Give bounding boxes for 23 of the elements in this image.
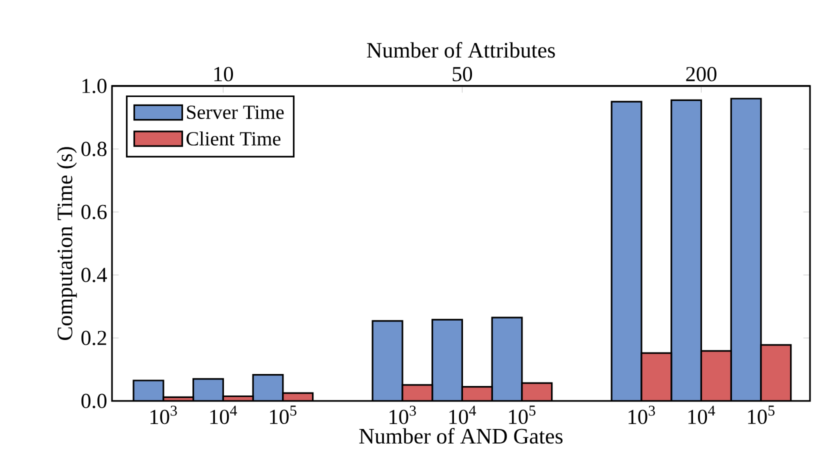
legend-label: Client Time (186, 131, 280, 146)
y-tick-label: 0.8 (81, 142, 106, 156)
y-tick-label: 0.0 (81, 394, 106, 408)
x-tick-label: 10$^{4}$ (449, 406, 476, 424)
text: 200 (686, 66, 716, 82)
x-axis-title: Number of AND Gates (359, 428, 563, 444)
y-tick-label: 0.2 (81, 330, 106, 346)
legend-label: Server Time (187, 106, 284, 119)
x-tick-label: 10$^{3}$ (150, 406, 177, 424)
x-tick-label: 10$^{5}$ (509, 406, 536, 424)
text: 10 (214, 66, 234, 82)
y-tick-label: 1.0 (82, 78, 106, 94)
x-tick-label: 10$^{3}$ (390, 406, 416, 424)
x-tick-label: 10$^{3}$ (628, 406, 655, 424)
x-tick-label: 10$^{4}$ (210, 406, 237, 424)
y-tick-label: 0.6 (81, 204, 107, 220)
text: 50 (452, 66, 472, 82)
x-tick-label: 10$^{5}$ (748, 406, 774, 424)
x2-axis-title: Number of Attributes (366, 42, 555, 58)
y-tick-label: 0.4 (81, 268, 107, 282)
y-axis-title: Computation Time (s) (56, 147, 77, 340)
x-tick-label: 10$^{5}$ (270, 406, 296, 424)
x-tick-label: 10$^{4}$ (688, 406, 716, 424)
